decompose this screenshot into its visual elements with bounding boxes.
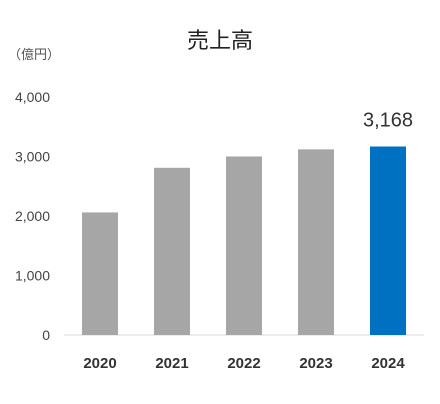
y-tick-label: 3,000	[15, 149, 50, 165]
x-tick-label-2023: 2023	[299, 355, 332, 372]
bar-2023	[298, 149, 334, 335]
y-axis-tick-labels: 0 1,000 2,000 3,000 4,000	[15, 89, 50, 343]
x-tick-label-2024: 2024	[371, 355, 405, 372]
x-tick-label-2021: 2021	[155, 355, 188, 372]
x-tick-label-2020: 2020	[83, 355, 116, 372]
bar-2024	[370, 146, 406, 335]
data-labels-group: 3,168	[363, 110, 413, 132]
bar-2022	[226, 156, 262, 335]
y-tick-label: 1,000	[15, 268, 50, 284]
y-axis-unit-label: （億円）	[8, 47, 60, 63]
y-tick-label: 4,000	[15, 89, 50, 105]
y-tick-label: 0	[42, 327, 50, 343]
x-tick-label-2022: 2022	[227, 355, 260, 372]
bar-2021	[154, 167, 190, 335]
bar-2020	[82, 212, 118, 335]
data-label-2024: 3,168	[363, 110, 413, 132]
chart-title: 売上高	[187, 29, 253, 54]
y-tick-label: 2,000	[15, 208, 50, 224]
x-axis-tick-labels: 2020 2021 2022 2023 2024	[83, 355, 405, 372]
bars-group	[82, 146, 406, 335]
